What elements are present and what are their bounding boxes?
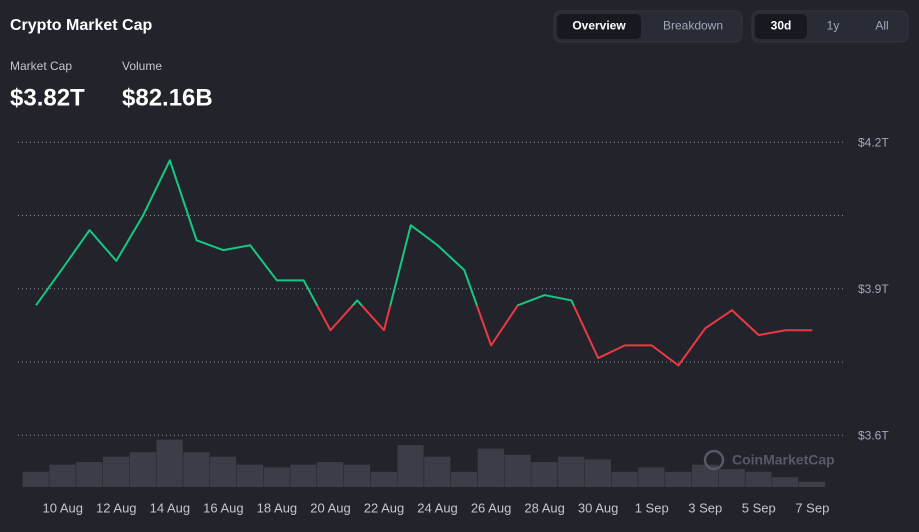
x-tick-label: 18 Aug bbox=[257, 500, 298, 515]
stat-value: $3.82T bbox=[10, 84, 85, 111]
watermark: CoinMarketCap bbox=[732, 452, 835, 468]
market-cap-line bbox=[35, 159, 813, 367]
volume-bar bbox=[236, 464, 264, 487]
title: Crypto Market Cap bbox=[10, 17, 152, 34]
x-tick-label: 5 Sep bbox=[742, 500, 776, 515]
y-tick-label: $3.6T bbox=[858, 428, 889, 442]
volume-bar bbox=[558, 456, 585, 487]
volume-bar bbox=[156, 439, 183, 487]
x-tick-label: 3 Sep bbox=[688, 500, 722, 515]
stat-label: Volume bbox=[122, 59, 162, 73]
x-tick-label: 20 Aug bbox=[310, 500, 351, 515]
volume-bar bbox=[397, 445, 424, 487]
x-tick-label: 16 Aug bbox=[203, 500, 244, 515]
tab[interactable]: All bbox=[875, 19, 888, 33]
volume-bar bbox=[129, 452, 156, 487]
volume-bar bbox=[638, 467, 665, 487]
volume-bar bbox=[22, 471, 49, 487]
x-tick-label: 12 Aug bbox=[96, 500, 137, 515]
volume-bar bbox=[370, 471, 397, 487]
tab[interactable]: Overview bbox=[572, 19, 626, 33]
x-tick-label: 28 Aug bbox=[524, 500, 565, 515]
volume-bar bbox=[745, 471, 772, 487]
x-tick-label: 26 Aug bbox=[471, 500, 512, 515]
tab-active bbox=[755, 14, 807, 39]
volume-bar bbox=[343, 464, 371, 487]
volume-bar bbox=[290, 464, 317, 487]
volume-bar bbox=[102, 456, 130, 487]
x-tick-label: 10 Aug bbox=[43, 500, 84, 515]
x-tick-label: 22 Aug bbox=[364, 500, 405, 515]
volume-bar bbox=[49, 464, 76, 487]
volume-bar bbox=[76, 462, 103, 487]
volume-bar bbox=[611, 471, 638, 487]
stat-value: $82.16B bbox=[122, 84, 213, 111]
volume-bar bbox=[450, 471, 478, 487]
tab-active bbox=[557, 14, 641, 39]
tab[interactable]: 1y bbox=[827, 19, 840, 33]
volume-bar bbox=[183, 452, 210, 487]
y-tick-label: $4.2T bbox=[858, 135, 889, 149]
volume-bar bbox=[584, 459, 612, 487]
volume-bar bbox=[772, 477, 799, 487]
y-tick-label: $3.9T bbox=[858, 282, 889, 296]
volume-bar bbox=[317, 462, 344, 487]
volume-bar bbox=[210, 456, 237, 487]
x-tick-label: 24 Aug bbox=[417, 500, 458, 515]
volume-bar bbox=[718, 469, 745, 487]
x-tick-label: 14 Aug bbox=[150, 500, 191, 515]
volume-bar bbox=[665, 471, 692, 487]
volume-bar bbox=[424, 456, 451, 487]
volume-bar bbox=[798, 481, 826, 487]
volume-bar bbox=[691, 464, 719, 487]
x-tick-label: 7 Sep bbox=[795, 500, 829, 515]
tab[interactable]: Breakdown bbox=[663, 19, 723, 33]
watermark-logo bbox=[703, 449, 725, 471]
tab[interactable]: 30d bbox=[771, 19, 792, 33]
volume-bar bbox=[504, 454, 531, 487]
volume-bar bbox=[263, 467, 290, 487]
x-tick-label: 1 Sep bbox=[635, 500, 669, 515]
volume-bar bbox=[477, 448, 504, 487]
stat-label: Market Cap bbox=[10, 59, 72, 73]
x-tick-label: 30 Aug bbox=[578, 500, 619, 515]
volume-bar bbox=[531, 462, 558, 487]
